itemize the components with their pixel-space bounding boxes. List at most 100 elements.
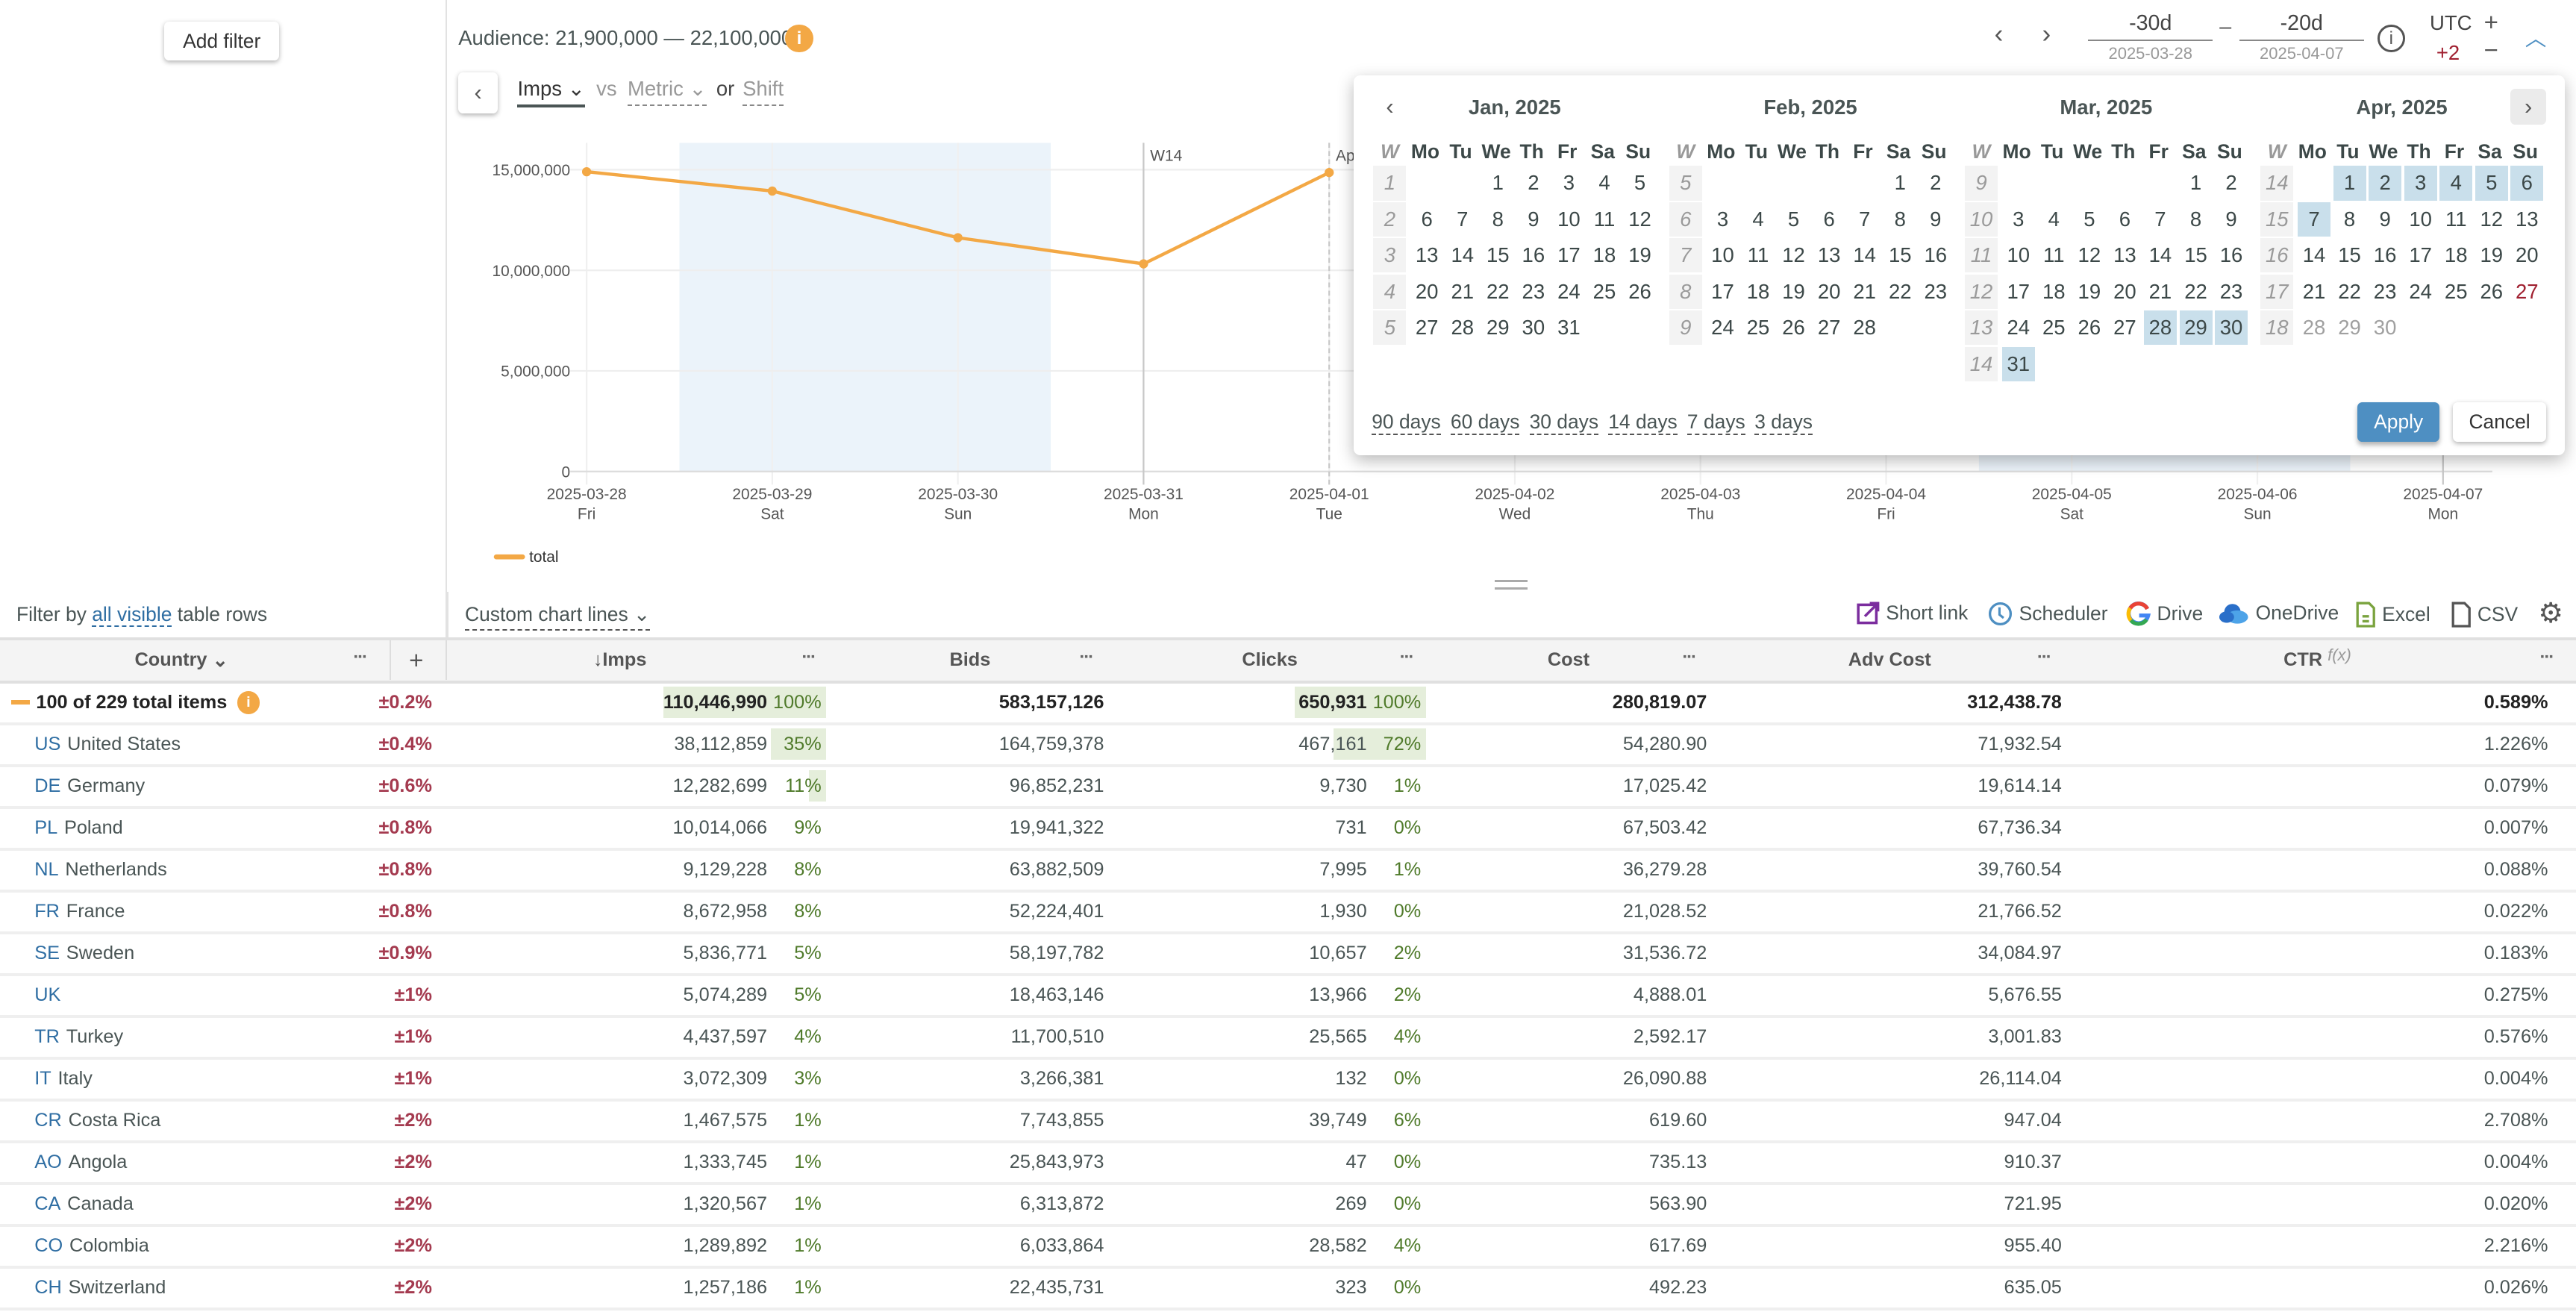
week-number[interactable]: 6 bbox=[1669, 202, 1702, 237]
calendar-day[interactable]: 7 bbox=[2154, 207, 2166, 231]
country-code[interactable]: CA bbox=[34, 1193, 61, 1215]
calendar-day[interactable]: 11 bbox=[1593, 207, 1616, 231]
calendar-day[interactable]: 2 bbox=[1528, 171, 1539, 195]
calendar-day[interactable]: 9 bbox=[2379, 207, 2391, 231]
onedrive-button[interactable]: OneDrive bbox=[2219, 602, 2339, 625]
scheduler-button[interactable]: Scheduler bbox=[1988, 602, 2108, 626]
legend-label[interactable]: total bbox=[529, 549, 559, 566]
week-number[interactable]: 9 bbox=[1964, 166, 1998, 201]
calendar-day[interactable]: 11 bbox=[2445, 207, 2467, 231]
calendar-day[interactable]: 14 bbox=[1853, 243, 1876, 267]
table-row[interactable]: CR Costa Rica ±2% 1,467,575 1% 7,743,855 39,74… bbox=[0, 1102, 2576, 1144]
preset-14-days[interactable]: 14 days bbox=[1608, 410, 1678, 436]
collapse-chevron-up-icon[interactable]: ︿ bbox=[2525, 26, 2547, 51]
calendar-day[interactable]: 19 bbox=[2078, 279, 2101, 303]
calendar-day[interactable]: 26 bbox=[1628, 279, 1651, 303]
range-from-field[interactable]: -30d 2025-03-28 bbox=[2088, 11, 2213, 63]
calendar-day[interactable]: 8 bbox=[2189, 207, 2202, 231]
calendar-day[interactable]: 26 bbox=[1782, 316, 1805, 340]
calendar-day[interactable]: 1 bbox=[1492, 171, 1504, 195]
ctr-column-menu[interactable]: ··· bbox=[2539, 646, 2555, 667]
calendar-day[interactable]: 8 bbox=[1492, 207, 1504, 231]
calendar-day[interactable]: 17 bbox=[1557, 243, 1581, 267]
calendar-day[interactable]: 9 bbox=[1528, 207, 1539, 231]
week-number[interactable]: 8 bbox=[1669, 274, 1702, 309]
calendar-day[interactable]: 30 bbox=[1522, 316, 1545, 340]
calendar-day[interactable]: 2 bbox=[1930, 171, 1942, 195]
week-number[interactable]: 7 bbox=[1669, 238, 1702, 273]
tz-plus-button[interactable]: + bbox=[2483, 8, 2498, 36]
shift-select[interactable]: Shift bbox=[743, 77, 784, 106]
calendar-day[interactable]: 31 bbox=[2001, 346, 2035, 381]
calendar-day[interactable]: 28 bbox=[2143, 310, 2177, 346]
calendar-day[interactable]: 26 bbox=[2078, 316, 2101, 340]
week-number[interactable]: 3 bbox=[1373, 238, 1407, 273]
calendar-day[interactable]: 25 bbox=[1592, 279, 1616, 303]
metric-select[interactable]: Imps ⌄ bbox=[517, 77, 585, 107]
cancel-button[interactable]: Cancel bbox=[2452, 402, 2547, 443]
column-header-ctr[interactable]: CTR f(x) bbox=[2283, 640, 2351, 680]
preset-3-days[interactable]: 3 days bbox=[1754, 410, 1813, 436]
week-number[interactable]: 5 bbox=[1669, 166, 1702, 201]
calendar-day[interactable]: 31 bbox=[1557, 316, 1581, 340]
calendar-day[interactable]: 22 bbox=[2338, 279, 2361, 303]
calendar-day[interactable]: 23 bbox=[1924, 279, 1948, 303]
calendar-day[interactable]: 15 bbox=[1486, 243, 1510, 267]
calendar-day[interactable]: 17 bbox=[2409, 243, 2432, 267]
calendar-day[interactable]: 20 bbox=[2113, 279, 2136, 303]
week-number[interactable]: 4 bbox=[1373, 274, 1407, 309]
column-header-cost[interactable]: Cost bbox=[1547, 649, 1590, 671]
calendar-day[interactable]: 10 bbox=[1557, 207, 1581, 231]
country-code[interactable]: SE bbox=[34, 942, 60, 963]
calendar-day[interactable]: 27 bbox=[2516, 279, 2539, 303]
calendar-day[interactable]: 19 bbox=[1628, 243, 1651, 267]
next-period-button[interactable]: › bbox=[2042, 19, 2051, 49]
table-row[interactable]: PL Poland ±0.8% 10,014,066 9% 19,941,322 731 0%… bbox=[0, 809, 2576, 851]
calendar-day[interactable]: 9 bbox=[1930, 207, 1942, 231]
calendar-day[interactable]: 18 bbox=[2042, 279, 2066, 303]
table-row[interactable]: CO Colombia ±2% 1,289,892 1% 6,033,864 28,582 4… bbox=[0, 1227, 2576, 1269]
column-header-clicks[interactable]: Clicks bbox=[1242, 649, 1298, 671]
table-row[interactable]: AO Angola ±2% 1,333,745 1% 25,843,973 47 0% 735.… bbox=[0, 1143, 2576, 1186]
excel-button[interactable]: Excel bbox=[2356, 602, 2430, 628]
calendar-day[interactable]: 3 bbox=[2404, 166, 2437, 201]
column-header-country[interactable]: Country ⌄ bbox=[135, 640, 228, 680]
calendar-day[interactable]: 3 bbox=[1716, 207, 1729, 231]
calendar-day[interactable]: 4 bbox=[1598, 171, 1610, 195]
calendar-day[interactable]: 2 bbox=[2369, 166, 2402, 201]
calendar-day[interactable]: 25 bbox=[2042, 316, 2066, 340]
calendar-day[interactable]: 7 bbox=[1457, 207, 1469, 231]
calendar-day[interactable]: 8 bbox=[2343, 207, 2356, 231]
table-row[interactable]: NL Netherlands ±0.8% 9,129,228 8% 63,882,509 7… bbox=[0, 851, 2576, 893]
prev-period-button[interactable]: ‹ bbox=[1994, 19, 2004, 49]
calendar-day[interactable]: 15 bbox=[1888, 243, 1912, 267]
country-code[interactable]: CO bbox=[34, 1235, 63, 1257]
drive-button[interactable]: Drive bbox=[2126, 601, 2203, 626]
data-point[interactable] bbox=[767, 186, 777, 196]
calendar-day[interactable]: 4 bbox=[2439, 166, 2473, 201]
calendar-day[interactable]: 16 bbox=[2373, 243, 2397, 267]
calendar-day[interactable]: 7 bbox=[1859, 207, 1871, 231]
calendar-day[interactable]: 10 bbox=[1711, 243, 1734, 267]
calendar-day[interactable]: 19 bbox=[1782, 279, 1805, 303]
calendar-day[interactable]: 27 bbox=[1817, 316, 1841, 340]
country-code[interactable]: TR bbox=[34, 1025, 60, 1047]
calendar-day[interactable]: 14 bbox=[2302, 243, 2326, 267]
week-number[interactable]: 14 bbox=[2260, 166, 2294, 201]
country-code[interactable]: UK bbox=[34, 984, 61, 1005]
calendar-day[interactable]: 18 bbox=[1746, 279, 1770, 303]
calendar-day[interactable]: 16 bbox=[1522, 243, 1545, 267]
column-header-bids[interactable]: Bids bbox=[949, 649, 991, 671]
calendar-day[interactable]: 13 bbox=[2516, 207, 2539, 231]
calendar-day[interactable]: 10 bbox=[2007, 243, 2031, 267]
data-point[interactable] bbox=[1139, 259, 1148, 269]
country-code[interactable]: FR bbox=[34, 900, 60, 922]
calendar-day[interactable]: 13 bbox=[1415, 243, 1439, 267]
calendar-day[interactable]: 20 bbox=[2516, 243, 2539, 267]
calendar-day[interactable]: 21 bbox=[1853, 279, 1876, 303]
calendar-day[interactable]: 4 bbox=[1752, 207, 1764, 231]
table-row[interactable]: CA Canada ±2% 1,320,567 1% 6,313,872 269 0% 563.… bbox=[0, 1185, 2576, 1228]
week-number[interactable]: 12 bbox=[1964, 274, 1998, 309]
calendar-day[interactable]: 20 bbox=[1817, 279, 1841, 303]
table-row[interactable]: CH Switzerland ±2% 1,257,186 1% 22,435,731 323… bbox=[0, 1269, 2576, 1311]
